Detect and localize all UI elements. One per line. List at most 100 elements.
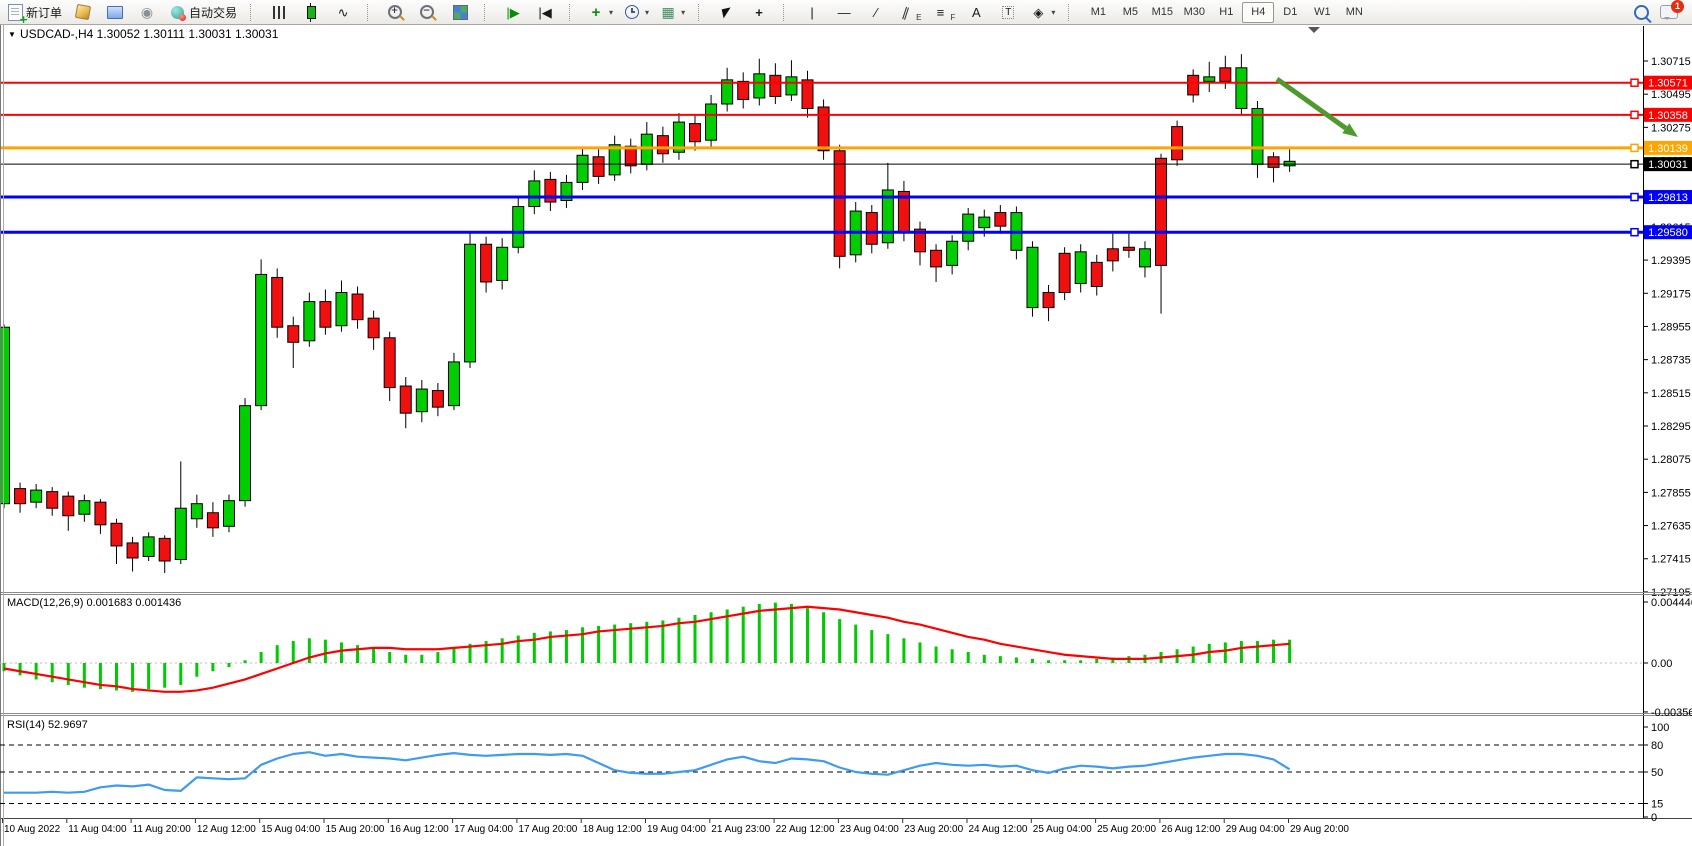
signal-button[interactable]: ◉	[132, 1, 162, 23]
price-line-badge	[1644, 140, 1692, 155]
line-handle[interactable]	[1630, 110, 1639, 120]
zoom-in-button[interactable]: +	[381, 1, 411, 23]
tab-H4[interactable]: H4	[1242, 1, 1275, 23]
line-handle[interactable]	[1630, 159, 1639, 169]
ohlc-bars-icon	[272, 5, 286, 19]
shift-marker-icon[interactable]	[1308, 27, 1320, 33]
time-tick-label: 12 Aug 12:00	[197, 824, 256, 835]
tab-H1[interactable]: H1	[1219, 6, 1234, 18]
crosshair-button[interactable]: +	[744, 1, 774, 23]
chat-icon[interactable]: 1	[1660, 0, 1684, 21]
tile-windows-button[interactable]	[445, 1, 475, 23]
candle-body	[78, 500, 91, 515]
timeframe-group: M1 M5 M15 M30 H1 H4 D1 W1 MN	[1082, 1, 1370, 23]
tab-M30[interactable]: M30	[1183, 6, 1206, 18]
price-tick-label: 1.27415	[1651, 554, 1691, 566]
candle-body	[30, 489, 43, 503]
candle-body	[865, 212, 878, 245]
trendline-button[interactable]: ∕	[861, 1, 891, 23]
templates-button[interactable]: ▦ ▾	[655, 1, 689, 23]
toolbar-grip	[250, 3, 257, 21]
bar-chart-button[interactable]	[264, 1, 294, 23]
text-button[interactable]: A	[961, 1, 991, 23]
candle-body	[801, 79, 814, 110]
line-chart-button[interactable]: ∿	[328, 1, 358, 23]
fibonacci-button[interactable]: ≡ F	[927, 1, 959, 23]
trend-arrow-shaft[interactable]	[1275, 76, 1348, 131]
zoom-out-button[interactable]: −	[413, 1, 443, 23]
candle-body	[14, 488, 27, 505]
candle-body	[1283, 160, 1296, 167]
candle-body	[126, 542, 139, 559]
label-icon: T	[1002, 5, 1015, 19]
macd-histogram-bar	[1272, 639, 1276, 663]
candle-body	[206, 512, 219, 529]
arrows-button[interactable]: ◈ ▾	[1025, 1, 1059, 23]
indicators-button[interactable]: + ▾	[583, 1, 617, 23]
tab-MN[interactable]: MN	[1345, 6, 1363, 18]
tab-M5[interactable]: M5	[1122, 6, 1138, 18]
time-tick-label: 10 Aug 2022	[4, 824, 61, 835]
macd-histogram-bar	[789, 604, 793, 663]
macd-histogram-bar	[548, 631, 552, 663]
candle-body	[255, 273, 268, 407]
macd-histogram-bar	[179, 663, 183, 685]
candle-body	[881, 189, 894, 244]
arrows-icon: ◈	[1033, 4, 1044, 20]
macd-histogram-bar	[564, 630, 568, 663]
price-line-badge-label: 1.30358	[1648, 110, 1688, 122]
candle-body	[383, 337, 396, 389]
tab-W1[interactable]: W1	[1314, 6, 1331, 18]
chart-canvas[interactable]: 1.307151.304951.302751.300551.298351.296…	[0, 25, 1692, 846]
horizontal-line-button[interactable]: —	[829, 1, 859, 23]
new-order-button[interactable]: + 新订单	[4, 1, 66, 25]
macd-histogram-bar	[597, 625, 601, 663]
candlestick-icon	[306, 2, 316, 22]
line-handle[interactable]	[1630, 78, 1639, 87]
metaeditor-button[interactable]	[68, 1, 98, 23]
new-order-label: 新订单	[26, 5, 63, 20]
macd-histogram-bar	[645, 621, 649, 663]
chevron-down-icon: ▾	[645, 7, 650, 17]
tab-M1[interactable]: M1	[1090, 6, 1106, 18]
label-button[interactable]: T	[993, 1, 1023, 23]
macd-histogram-bar	[436, 652, 440, 663]
rsi-line	[4, 751, 1291, 794]
candle-body	[1187, 74, 1200, 96]
tab-D1[interactable]: D1	[1283, 6, 1298, 18]
periods-button[interactable]: ▾	[619, 1, 653, 23]
tab-M15[interactable]: M15	[1151, 6, 1174, 18]
new-order-icon: +	[8, 3, 28, 25]
cursor-button[interactable]: ◤	[712, 1, 742, 23]
macd-histogram-bar	[677, 617, 681, 663]
auto-trading-button[interactable]: 自动交易	[164, 1, 241, 23]
chart-shift-button[interactable]: |◀	[530, 1, 560, 23]
rsi-tick-label: 80	[1651, 740, 1663, 752]
channel-suffix: E	[916, 13, 922, 22]
macd-histogram-bar	[1030, 658, 1034, 663]
candle-body	[287, 325, 300, 343]
line-handle[interactable]	[1630, 227, 1639, 237]
line-handle[interactable]	[1630, 192, 1639, 202]
toolbar-grip	[698, 3, 705, 21]
time-tick-label: 29 Aug 04:00	[1226, 824, 1285, 835]
macd-histogram-bar	[420, 654, 424, 663]
candle-body	[1235, 67, 1248, 110]
auto-scroll-button[interactable]: |▶	[498, 1, 528, 23]
equidistant-channel-button[interactable]: ∥ E	[893, 1, 925, 23]
vertical-line-button[interactable]: |	[797, 1, 827, 23]
trend-arrow-head[interactable]	[1342, 123, 1358, 137]
zoom-in-icon: +	[387, 5, 405, 21]
time-tick-label: 25 Aug 20:00	[1097, 824, 1156, 835]
notification-badge[interactable]: 1	[1671, 0, 1684, 13]
rsi-tick-label: 50	[1651, 767, 1663, 779]
line-handle[interactable]	[1630, 143, 1639, 153]
terminal-button[interactable]	[100, 1, 130, 23]
macd-histogram-bar	[902, 638, 906, 663]
candle-body	[576, 154, 589, 183]
candle-body	[496, 246, 509, 281]
candle-body	[785, 76, 798, 96]
search-icon[interactable]	[1632, 3, 1652, 23]
macd-histogram-bar	[50, 663, 54, 683]
candlestick-chart-button[interactable]	[296, 1, 326, 23]
